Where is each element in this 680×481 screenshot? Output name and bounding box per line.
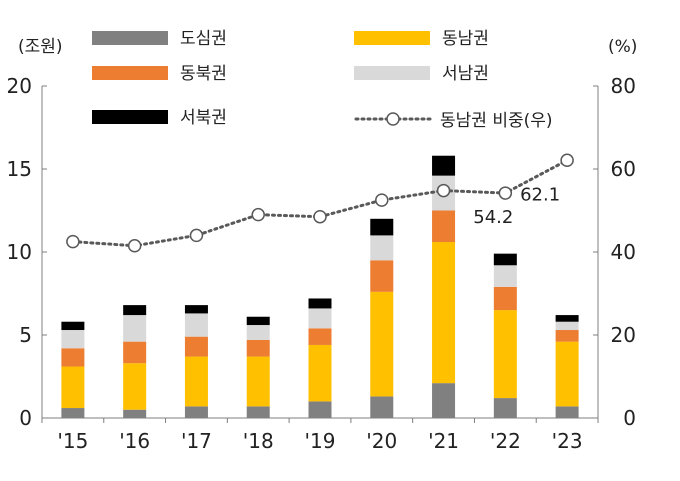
bar-segment bbox=[308, 401, 332, 418]
axes: 0 5 10 15 20 0 20 40 60 80 (조원) (%) '15 '16 '17 '18 '19 '… bbox=[7, 37, 638, 453]
bar-segment bbox=[555, 341, 579, 407]
x-tick-label: '16 bbox=[119, 429, 150, 453]
bar-segment bbox=[61, 366, 85, 409]
bar-segment bbox=[370, 260, 394, 292]
bar-segment bbox=[184, 313, 208, 337]
bar-segment bbox=[246, 406, 270, 418]
x-tick-label: '17 bbox=[181, 429, 212, 453]
bar-segment bbox=[61, 348, 85, 367]
bars bbox=[61, 155, 579, 418]
bar-segment bbox=[308, 298, 332, 309]
left-tick-label: 0 bbox=[19, 406, 32, 430]
bar-segment bbox=[246, 316, 270, 326]
bar-segment bbox=[308, 344, 332, 402]
bar-segment bbox=[308, 308, 332, 329]
bar-segment bbox=[61, 408, 85, 418]
line-series: 54.2 62.1 bbox=[66, 153, 574, 253]
legend-label: 서북권 bbox=[180, 108, 227, 128]
right-tick-label: 20 bbox=[611, 323, 636, 347]
legend-label: 동남권 bbox=[442, 29, 489, 49]
bar-segment bbox=[184, 305, 208, 314]
x-tick-label: '18 bbox=[243, 429, 274, 453]
share-line bbox=[71, 158, 569, 248]
bar-segment bbox=[246, 356, 270, 407]
legend-label: 동북권 bbox=[180, 64, 227, 84]
share-point bbox=[560, 153, 574, 168]
bar-segment bbox=[123, 363, 147, 410]
bar-segment bbox=[370, 235, 394, 261]
bar-segment bbox=[246, 339, 270, 357]
bar-segment bbox=[493, 253, 517, 266]
left-axis-unit: (조원) bbox=[18, 37, 63, 57]
bar-segment bbox=[432, 210, 456, 243]
share-point bbox=[189, 228, 204, 243]
bar-segment bbox=[555, 406, 579, 418]
right-tick-label: 80 bbox=[611, 74, 636, 98]
right-tick-label: 60 bbox=[611, 157, 636, 181]
left-tick-label: 20 bbox=[7, 74, 32, 98]
right-axis-unit: (%) bbox=[608, 37, 637, 57]
legend-swatch bbox=[354, 31, 430, 45]
bar-segment bbox=[555, 330, 579, 342]
left-tick-label: 5 bbox=[19, 323, 32, 347]
share-point bbox=[127, 239, 142, 253]
bar-segment bbox=[493, 398, 517, 418]
right-tick-label: 0 bbox=[623, 406, 636, 430]
bar-segment bbox=[370, 218, 394, 236]
legend-label: 동남권 비중(우) bbox=[440, 111, 553, 131]
legend-swatch bbox=[92, 110, 168, 124]
bar-segment bbox=[493, 286, 517, 311]
data-label: 62.1 bbox=[520, 184, 560, 205]
legend-line-marker bbox=[386, 112, 400, 126]
bar-segment bbox=[370, 396, 394, 418]
left-tick-label: 10 bbox=[7, 240, 32, 264]
bar-segment bbox=[432, 155, 456, 176]
share-point bbox=[375, 193, 389, 207]
bar-segment bbox=[493, 310, 517, 399]
share-point bbox=[251, 207, 265, 222]
bar-segment bbox=[123, 315, 147, 342]
legend-label: 도심권 bbox=[180, 29, 227, 49]
bar-segment bbox=[370, 291, 394, 397]
x-tick-label: '21 bbox=[428, 429, 459, 453]
bar-segment bbox=[432, 383, 456, 418]
x-tick-label: '23 bbox=[552, 429, 583, 453]
left-tick-label: 15 bbox=[7, 157, 32, 181]
share-point bbox=[436, 183, 451, 198]
right-tick-label: 40 bbox=[611, 240, 636, 264]
legend-swatch bbox=[92, 66, 168, 80]
bar-segment bbox=[184, 356, 208, 407]
legend-swatch bbox=[92, 31, 168, 45]
share-point bbox=[498, 186, 513, 200]
x-tick-label: '19 bbox=[305, 429, 336, 453]
bar-segment bbox=[184, 406, 208, 418]
bar-segment bbox=[308, 328, 332, 345]
bar-segment bbox=[493, 265, 517, 287]
x-tick-label: '20 bbox=[366, 429, 397, 453]
bar-segment bbox=[184, 336, 208, 357]
bar-segment bbox=[61, 330, 85, 349]
x-tick-label: '22 bbox=[490, 429, 521, 453]
share-point bbox=[313, 209, 327, 224]
legend-label: 서남권 bbox=[442, 64, 489, 84]
bar-segment bbox=[432, 242, 456, 384]
bar-segment bbox=[555, 321, 579, 331]
data-label: 54.2 bbox=[473, 207, 513, 228]
legend-swatch bbox=[354, 66, 430, 80]
bar-segment bbox=[246, 325, 270, 340]
bar-segment bbox=[123, 341, 147, 364]
x-tick-label: '15 bbox=[57, 429, 88, 453]
share-point bbox=[66, 234, 80, 249]
bar-segment bbox=[555, 315, 579, 322]
bar-segment bbox=[123, 409, 147, 418]
bar-segment bbox=[61, 321, 85, 331]
bar-segment bbox=[123, 305, 147, 316]
